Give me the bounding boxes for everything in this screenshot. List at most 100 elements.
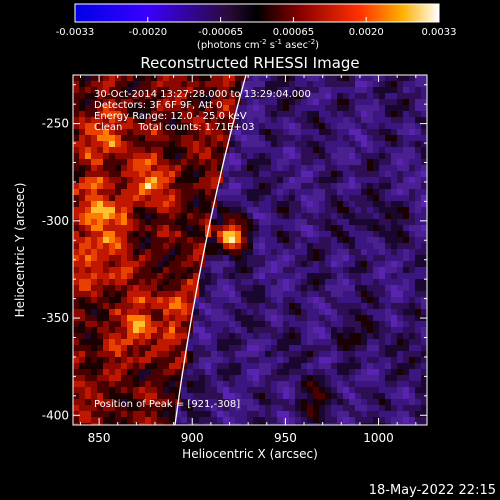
image-pixel bbox=[211, 309, 217, 315]
image-pixel bbox=[325, 93, 331, 99]
image-pixel bbox=[283, 231, 289, 237]
image-pixel bbox=[79, 207, 85, 213]
image-pixel bbox=[379, 147, 385, 153]
image-pixel bbox=[145, 159, 151, 165]
image-pixel bbox=[103, 303, 109, 309]
image-pixel bbox=[73, 117, 79, 123]
image-pixel bbox=[151, 297, 157, 303]
image-pixel bbox=[301, 321, 307, 327]
image-pixel bbox=[397, 267, 403, 273]
image-pixel bbox=[181, 297, 187, 303]
image-pixel bbox=[229, 327, 235, 333]
image-pixel bbox=[277, 207, 283, 213]
image-pixel bbox=[343, 279, 349, 285]
image-pixel bbox=[295, 81, 301, 87]
image-pixel bbox=[169, 345, 175, 351]
image-pixel bbox=[73, 411, 79, 417]
image-pixel bbox=[175, 369, 181, 375]
image-pixel bbox=[355, 141, 361, 147]
image-pixel bbox=[103, 405, 109, 411]
image-pixel bbox=[421, 177, 427, 183]
y-tick-label: -250 bbox=[42, 117, 69, 131]
image-pixel bbox=[289, 327, 295, 333]
image-pixel bbox=[391, 399, 397, 405]
image-pixel bbox=[295, 183, 301, 189]
image-pixel bbox=[307, 99, 313, 105]
image-pixel bbox=[301, 351, 307, 357]
image-pixel bbox=[91, 375, 97, 381]
image-pixel bbox=[379, 417, 385, 423]
image-pixel bbox=[205, 279, 211, 285]
image-pixel bbox=[277, 99, 283, 105]
image-pixel bbox=[133, 207, 139, 213]
image-pixel bbox=[361, 207, 367, 213]
image-pixel bbox=[193, 243, 199, 249]
image-pixel bbox=[115, 249, 121, 255]
image-pixel bbox=[91, 261, 97, 267]
image-pixel bbox=[283, 123, 289, 129]
image-pixel bbox=[403, 351, 409, 357]
image-pixel bbox=[373, 279, 379, 285]
image-pixel bbox=[85, 417, 91, 423]
image-pixel bbox=[391, 303, 397, 309]
image-pixel bbox=[283, 405, 289, 411]
image-pixel bbox=[133, 285, 139, 291]
image-pixel bbox=[343, 315, 349, 321]
image-pixel bbox=[367, 207, 373, 213]
image-pixel bbox=[139, 201, 145, 207]
image-pixel bbox=[307, 303, 313, 309]
image-pixel bbox=[253, 375, 259, 381]
image-pixel bbox=[259, 309, 265, 315]
image-pixel bbox=[223, 183, 229, 189]
plot-title: Reconstructed RHESSI Image bbox=[140, 54, 359, 72]
image-pixel bbox=[139, 243, 145, 249]
image-pixel bbox=[211, 93, 217, 99]
image-pixel bbox=[415, 171, 421, 177]
image-pixel bbox=[277, 195, 283, 201]
image-pixel bbox=[85, 171, 91, 177]
image-pixel bbox=[295, 393, 301, 399]
image-pixel bbox=[157, 153, 163, 159]
image-pixel bbox=[157, 357, 163, 363]
image-pixel bbox=[343, 201, 349, 207]
image-pixel bbox=[163, 225, 169, 231]
image-pixel bbox=[301, 345, 307, 351]
image-pixel bbox=[115, 201, 121, 207]
image-pixel bbox=[103, 291, 109, 297]
image-pixel bbox=[73, 207, 79, 213]
image-pixel bbox=[247, 291, 253, 297]
image-pixel bbox=[271, 207, 277, 213]
image-pixel bbox=[283, 165, 289, 171]
image-pixel bbox=[115, 375, 121, 381]
image-pixel bbox=[127, 321, 133, 327]
image-pixel bbox=[331, 387, 337, 393]
image-pixel bbox=[355, 213, 361, 219]
image-pixel bbox=[199, 237, 205, 243]
image-pixel bbox=[343, 345, 349, 351]
image-pixel bbox=[157, 309, 163, 315]
image-pixel bbox=[241, 381, 247, 387]
image-pixel bbox=[385, 93, 391, 99]
image-pixel bbox=[379, 345, 385, 351]
image-pixel bbox=[337, 81, 343, 87]
image-pixel bbox=[127, 225, 133, 231]
annotation-detectors: Detectors: 3F 6F 9F, Att 0 bbox=[94, 100, 222, 111]
image-pixel bbox=[97, 243, 103, 249]
image-pixel bbox=[247, 123, 253, 129]
image-pixel bbox=[325, 393, 331, 399]
image-pixel bbox=[367, 369, 373, 375]
image-pixel bbox=[73, 285, 79, 291]
image-pixel bbox=[301, 135, 307, 141]
image-pixel bbox=[361, 339, 367, 345]
image-pixel bbox=[157, 417, 163, 423]
image-pixel bbox=[109, 255, 115, 261]
image-pixel bbox=[385, 99, 391, 105]
image-pixel bbox=[349, 255, 355, 261]
image-pixel bbox=[73, 363, 79, 369]
image-pixel bbox=[319, 339, 325, 345]
image-pixel bbox=[169, 93, 175, 99]
image-pixel bbox=[415, 153, 421, 159]
image-pixel bbox=[217, 237, 223, 243]
image-pixel bbox=[211, 273, 217, 279]
image-pixel bbox=[253, 165, 259, 171]
